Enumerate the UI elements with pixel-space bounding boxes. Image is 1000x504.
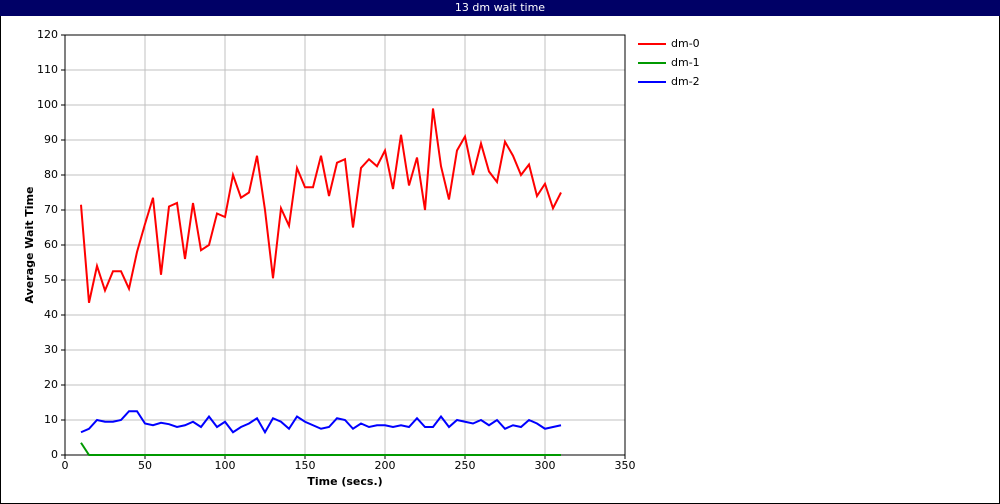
series-line	[80, 108, 562, 303]
series-line	[80, 410, 562, 435]
x-tick-label: 200	[375, 459, 396, 472]
y-tick-label: 10	[44, 413, 58, 426]
x-tick-label: 150	[295, 459, 316, 472]
y-tick-label: 110	[37, 63, 58, 76]
x-tick-label: 350	[615, 459, 636, 472]
y-tick-label: 80	[44, 168, 58, 181]
x-tick-label: 250	[455, 459, 476, 472]
y-tick-label: 90	[44, 133, 58, 146]
y-tick-label: 100	[37, 98, 58, 111]
y-tick-label: 60	[44, 238, 58, 251]
legend-label: dm-1	[671, 56, 700, 69]
y-tick-label: 0	[51, 448, 58, 461]
y-tick-label: 70	[44, 203, 58, 216]
legend-label: dm-0	[671, 37, 700, 50]
x-tick-label: 50	[138, 459, 152, 472]
y-tick-label: 30	[44, 343, 58, 356]
y-tick-label: 120	[37, 28, 58, 41]
series-line	[80, 442, 561, 456]
y-axis-label: Average Wait Time	[23, 187, 36, 304]
chart-title: 13 dm wait time	[455, 1, 545, 14]
y-tick-label: 40	[44, 308, 58, 321]
x-axis-label: Time (secs.)	[307, 475, 382, 488]
x-tick-label: 300	[535, 459, 556, 472]
y-tick-label: 20	[44, 378, 58, 391]
x-tick-label: 100	[215, 459, 236, 472]
title-bar	[0, 0, 1000, 16]
x-tick-label: 0	[62, 459, 69, 472]
y-tick-label: 50	[44, 273, 58, 286]
legend-label: dm-2	[671, 75, 700, 88]
